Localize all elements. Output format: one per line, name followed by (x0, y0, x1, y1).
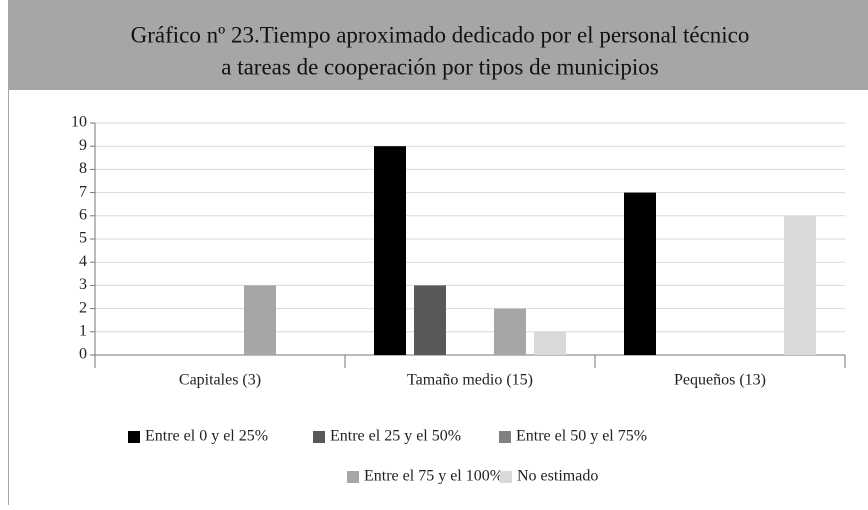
chart-title: Gráfico nº 23.Tiempo aproximado dedicado… (131, 22, 750, 47)
y-tick-label: 8 (79, 160, 87, 177)
bar (784, 215, 816, 355)
bar (624, 192, 656, 355)
y-tick-label: 9 (79, 137, 87, 154)
y-tick-label: 6 (79, 206, 87, 223)
y-tick-label: 5 (79, 230, 87, 247)
legend-label: Entre el 50 y el 75% (516, 428, 647, 445)
bar (494, 308, 526, 355)
y-tick-label: 0 (79, 346, 87, 363)
bar (374, 146, 406, 355)
legend-swatch (128, 431, 140, 443)
legend-label: No estimado (517, 468, 598, 485)
x-tick-label: Pequeños (13) (674, 372, 766, 389)
y-tick-label: 1 (79, 322, 87, 339)
legend-swatch (500, 471, 512, 483)
chart-title: a tareas de cooperación por tipos de mun… (221, 54, 659, 79)
y-tick-label: 2 (79, 299, 87, 316)
bar (244, 285, 276, 355)
bar (534, 331, 566, 355)
x-tick-label: Capitales (3) (179, 372, 261, 389)
x-tick-label: Tamaño medio (15) (407, 372, 533, 389)
y-tick-label: 7 (79, 183, 87, 200)
legend-swatch (347, 471, 359, 483)
legend-label: Entre el 0 y el 25% (145, 428, 268, 445)
y-tick-label: 4 (79, 253, 87, 270)
legend-swatch (499, 431, 511, 443)
y-tick-label: 10 (71, 114, 87, 131)
legend-label: Entre el 25 y el 50% (330, 428, 461, 445)
y-tick-label: 3 (79, 276, 87, 293)
header-band (8, 0, 868, 90)
legend-label: Entre el 75 y el 100% (364, 468, 503, 485)
bar (414, 285, 446, 355)
legend-swatch (313, 431, 325, 443)
